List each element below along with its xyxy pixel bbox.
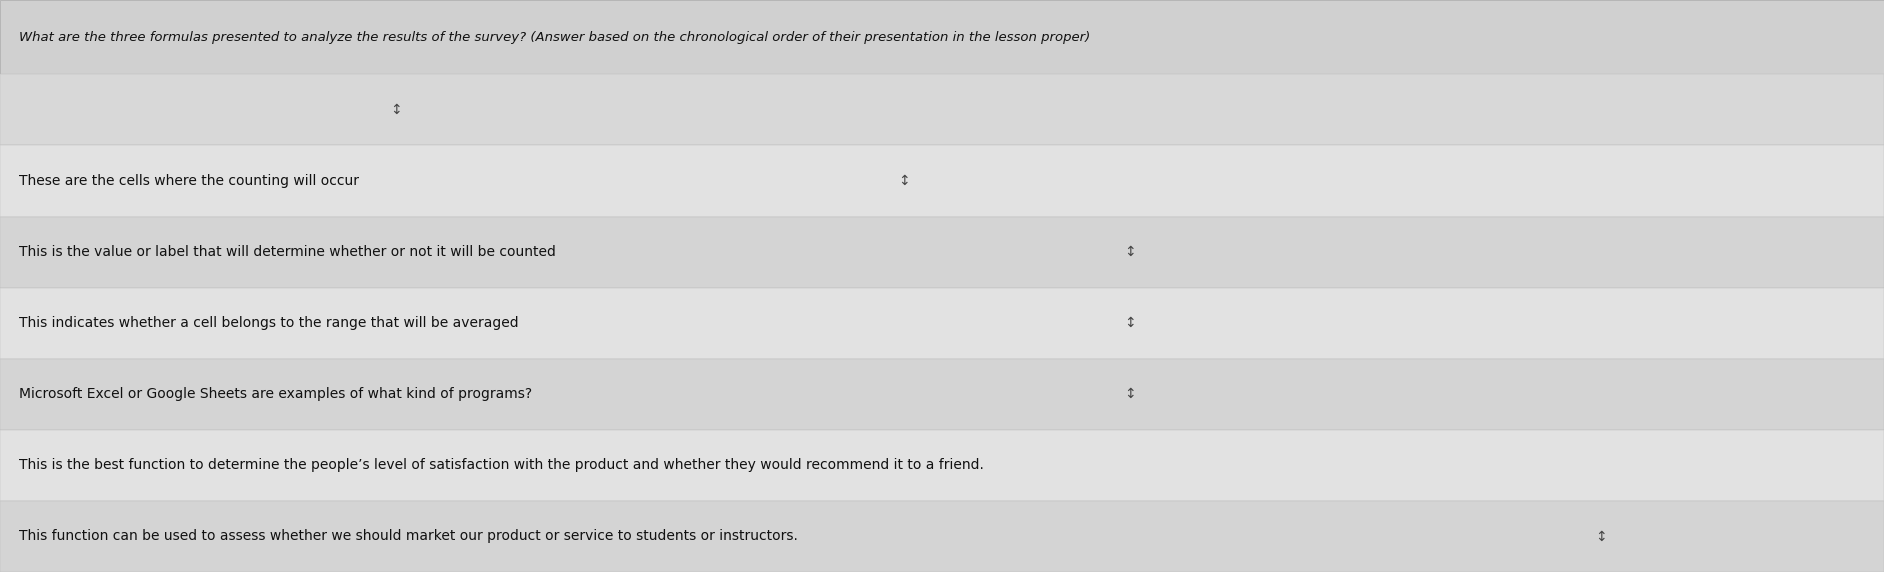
FancyBboxPatch shape [0, 359, 1884, 430]
FancyBboxPatch shape [0, 501, 1884, 572]
FancyBboxPatch shape [0, 217, 1884, 288]
Text: Microsoft Excel or Google Sheets are examples of what kind of programs?: Microsoft Excel or Google Sheets are exa… [19, 387, 531, 402]
Text: ↕: ↕ [899, 174, 910, 188]
FancyBboxPatch shape [0, 74, 1884, 145]
Text: What are the three formulas presented to analyze the results of the survey? (Ans: What are the three formulas presented to… [19, 31, 1091, 43]
Text: This indicates whether a cell belongs to the range that will be averaged: This indicates whether a cell belongs to… [19, 316, 518, 330]
Text: ↕: ↕ [1125, 245, 1136, 259]
Text: ↕: ↕ [390, 103, 401, 117]
Text: ↕: ↕ [1125, 316, 1136, 330]
Text: ↕: ↕ [1125, 387, 1136, 402]
Text: This is the best function to determine the people’s level of satisfaction with t: This is the best function to determine t… [19, 458, 983, 472]
FancyBboxPatch shape [0, 430, 1884, 501]
FancyBboxPatch shape [0, 0, 1884, 74]
Text: ↕: ↕ [1596, 530, 1607, 543]
Text: This is the value or label that will determine whether or not it will be counted: This is the value or label that will det… [19, 245, 556, 259]
Text: These are the cells where the counting will occur: These are the cells where the counting w… [19, 174, 358, 188]
Text: This function can be used to assess whether we should market our product or serv: This function can be used to assess whet… [19, 530, 797, 543]
FancyBboxPatch shape [0, 145, 1884, 217]
FancyBboxPatch shape [0, 288, 1884, 359]
